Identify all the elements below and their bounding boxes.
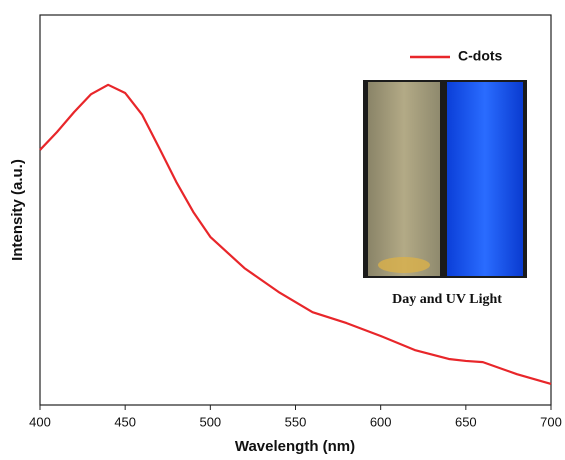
y-axis-label: Intensity (a.u.) <box>9 159 26 261</box>
x-tick-label: 550 <box>285 414 307 429</box>
x-axis-label: Wavelength (nm) <box>235 438 355 455</box>
x-tick-label: 650 <box>455 414 477 429</box>
inset-photo <box>363 80 527 278</box>
chart: Day and UV Light Wavelength (nm) Intensi… <box>0 0 565 455</box>
page: {"chart_data": {"type": "line", "x_label… <box>0 0 565 455</box>
x-tick-label: 450 <box>114 414 136 429</box>
x-tick-label: 400 <box>29 414 51 429</box>
x-tick-label: 700 <box>540 414 562 429</box>
x-tick-label: 500 <box>199 414 221 429</box>
x-tick-label: 600 <box>370 414 392 429</box>
inset-caption: Day and UV Light <box>392 292 502 307</box>
legend-label: C-dots <box>458 48 503 64</box>
